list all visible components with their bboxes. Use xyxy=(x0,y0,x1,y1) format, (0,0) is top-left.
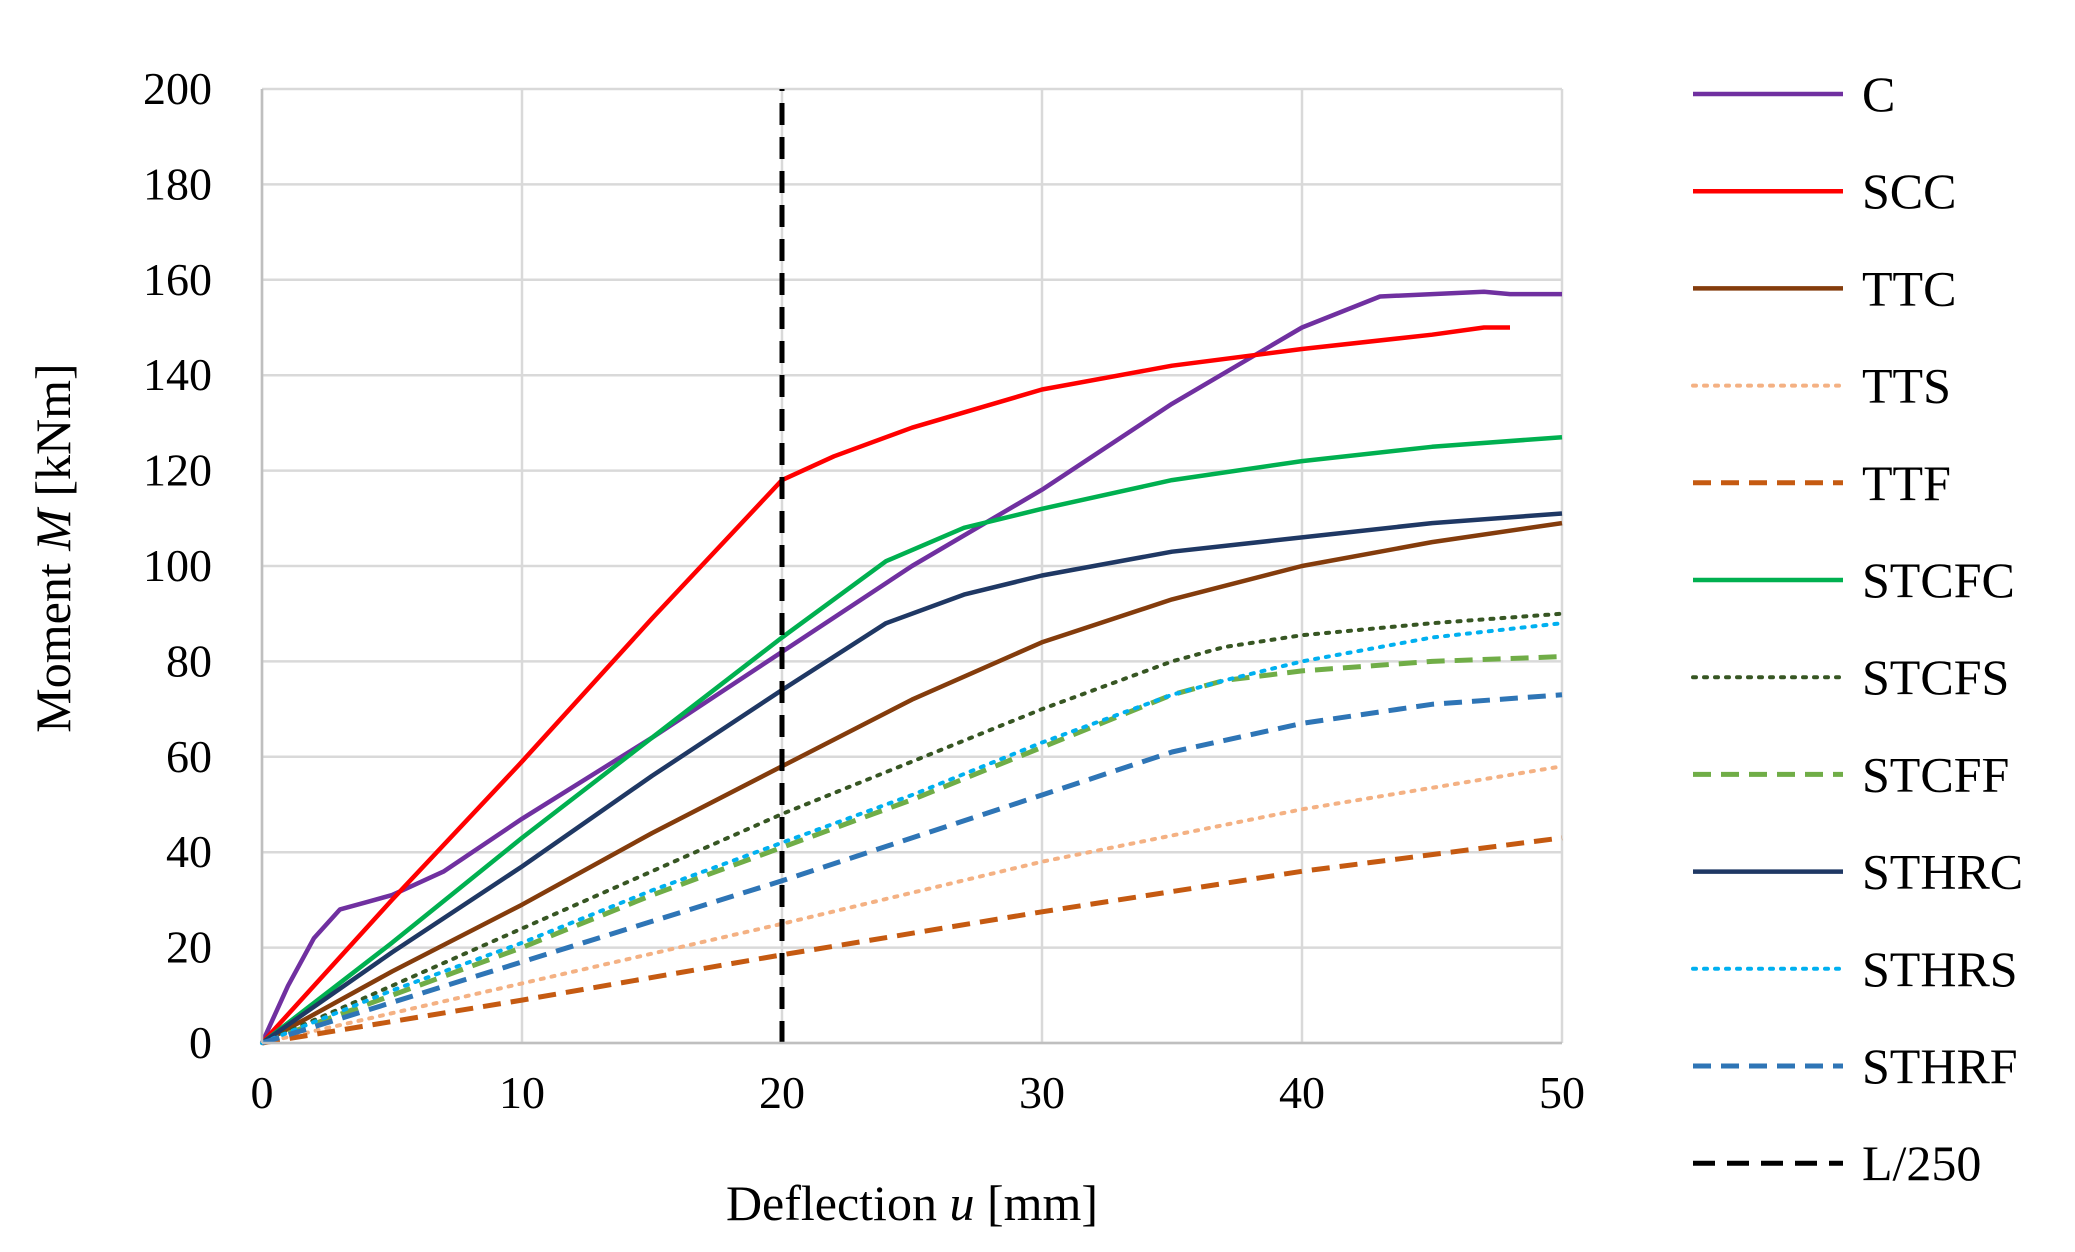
series-sthrs xyxy=(260,621,1564,1045)
y-axis-title: Moment M [kNm] xyxy=(25,363,81,732)
y-tick-label: 120 xyxy=(143,445,212,496)
series-tts xyxy=(260,764,1564,1045)
y-tick-label: 140 xyxy=(143,349,212,400)
legend-label: STHRS xyxy=(1862,941,2018,997)
plot-series xyxy=(259,89,1564,1046)
x-tick-label: 30 xyxy=(1019,1067,1065,1118)
y-tick-label: 40 xyxy=(166,826,212,877)
legend-label: STHRF xyxy=(1862,1038,2018,1094)
x-tick-label: 40 xyxy=(1279,1067,1325,1118)
legend: C SCC TTC TTS TTF STCFC STCFS STCFF STHRC STHRS ST… xyxy=(1691,66,2023,1191)
series-scc xyxy=(260,325,1510,1045)
axes xyxy=(260,89,1562,1045)
x-tick-label: 20 xyxy=(759,1067,805,1118)
tick-labels: 0 10 20 30 40 50 0 20 40 60 80 100 120 140 160 180 200 xyxy=(143,63,1585,1118)
y-tick-label: 160 xyxy=(143,254,212,305)
grid xyxy=(260,87,1564,1045)
y-tick-label: 180 xyxy=(143,158,212,209)
y-tick-label: 100 xyxy=(143,540,212,591)
series-c xyxy=(259,289,1562,1044)
y-tick-label: 80 xyxy=(166,635,212,686)
x-tick-label: 0 xyxy=(251,1067,274,1118)
y-tick-label: 200 xyxy=(143,63,212,114)
x-tick-label: 50 xyxy=(1539,1067,1585,1118)
y-tick-label: 0 xyxy=(189,1017,212,1068)
y-tick-label: 60 xyxy=(166,731,212,782)
legend-label: TTF xyxy=(1862,455,1951,511)
legend-label: L/250 xyxy=(1862,1135,1981,1191)
legend-label: STCFC xyxy=(1862,552,2015,608)
legend-label: STHRC xyxy=(1862,844,2023,900)
legend-label: TTS xyxy=(1862,358,1951,414)
legend-label: C xyxy=(1862,66,1895,122)
series-stcfc xyxy=(260,434,1563,1045)
legend-label: STCFF xyxy=(1862,746,2009,802)
x-tick-label: 10 xyxy=(499,1067,545,1118)
series-sthrc xyxy=(260,511,1563,1045)
x-axis-title: Deflection u [mm] xyxy=(726,1175,1098,1231)
y-tick-label: 20 xyxy=(166,922,212,973)
legend-label: TTC xyxy=(1862,260,1956,316)
series-ttf xyxy=(261,835,1563,1046)
legend-label: SCC xyxy=(1862,163,1957,219)
legend-label: STCFS xyxy=(1862,649,2009,705)
series-ttc xyxy=(260,520,1563,1045)
series-sthrf xyxy=(261,692,1563,1046)
series-stcff xyxy=(261,654,1563,1046)
